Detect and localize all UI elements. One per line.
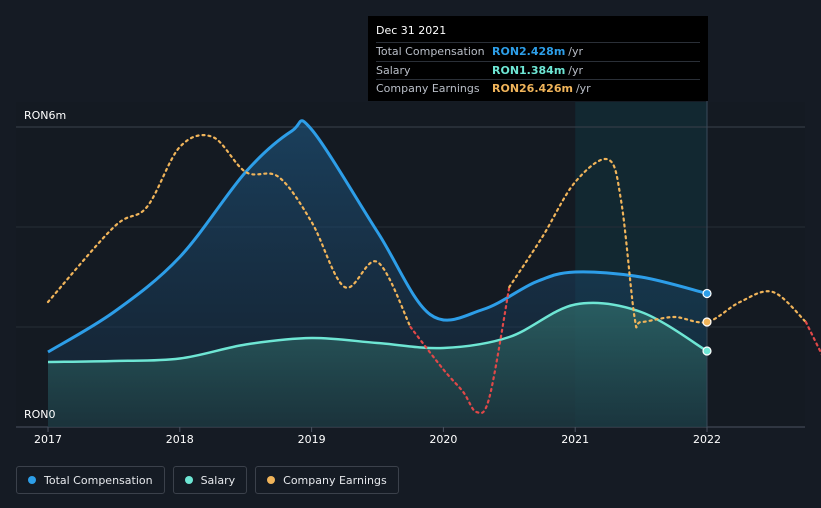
tooltip-row-salary: Salary RON1.384m /yr xyxy=(376,60,700,80)
salary-line xyxy=(47,301,708,364)
tooltip-date: Dec 31 2021 xyxy=(376,24,447,37)
tooltip-label: Salary xyxy=(376,63,411,77)
tooltip: Dec 31 2021 Total Compensation RON2.428m… xyxy=(368,16,708,101)
company-earnings-line xyxy=(46,134,821,415)
legend-label: Company Earnings xyxy=(283,473,387,487)
tooltip-label: Total Compensation xyxy=(376,45,485,59)
legend-item-company-earnings[interactable]: Company Earnings xyxy=(255,466,399,494)
earnings-segment xyxy=(508,157,807,329)
total-compensation-marker xyxy=(702,288,712,299)
legend-label: Salary xyxy=(200,473,236,487)
x-tick-label: 2019 xyxy=(298,433,326,446)
legend: Total Compensation Salary Company Earnin… xyxy=(16,466,399,494)
tooltip-label: Company Earnings xyxy=(376,82,480,96)
legend-dot-icon xyxy=(28,476,36,484)
tooltip-value: RON2.428m xyxy=(492,45,566,59)
tooltip-unit: /yr xyxy=(568,63,584,77)
total-compensation-line xyxy=(47,119,708,354)
salary-area xyxy=(48,302,707,427)
tooltip-row-company-earnings: Company Earnings RON26.426m /yr xyxy=(376,79,700,98)
salary-marker xyxy=(702,346,712,356)
legend-item-total-compensation[interactable]: Total Compensation xyxy=(16,466,165,494)
tooltip-unit: /yr xyxy=(575,82,591,96)
earnings-negative-segment xyxy=(409,285,511,415)
x-tick-label: 2018 xyxy=(166,433,194,446)
y-axis-min-label: RON0 xyxy=(24,408,56,421)
x-tick-label: 2021 xyxy=(561,433,589,446)
x-tick-label: 2020 xyxy=(429,433,457,446)
tooltip-value: RON1.384m xyxy=(492,63,566,77)
legend-item-salary[interactable]: Salary xyxy=(172,466,248,494)
y-axis-max-label: RON6m xyxy=(24,109,66,122)
tooltip-value: RON26.426m xyxy=(492,82,573,96)
x-tick-label: 2017 xyxy=(34,433,62,446)
earnings-negative-segment xyxy=(804,320,821,356)
x-tick-label: 2022 xyxy=(693,433,721,446)
tooltip-unit: /yr xyxy=(568,45,584,59)
legend-label: Total Compensation xyxy=(44,473,153,487)
company-earnings-marker xyxy=(702,317,712,327)
tooltip-row-total-compensation: Total Compensation RON2.428m /yr xyxy=(376,42,700,61)
legend-dot-icon xyxy=(267,476,276,484)
legend-dot-icon xyxy=(184,476,193,484)
